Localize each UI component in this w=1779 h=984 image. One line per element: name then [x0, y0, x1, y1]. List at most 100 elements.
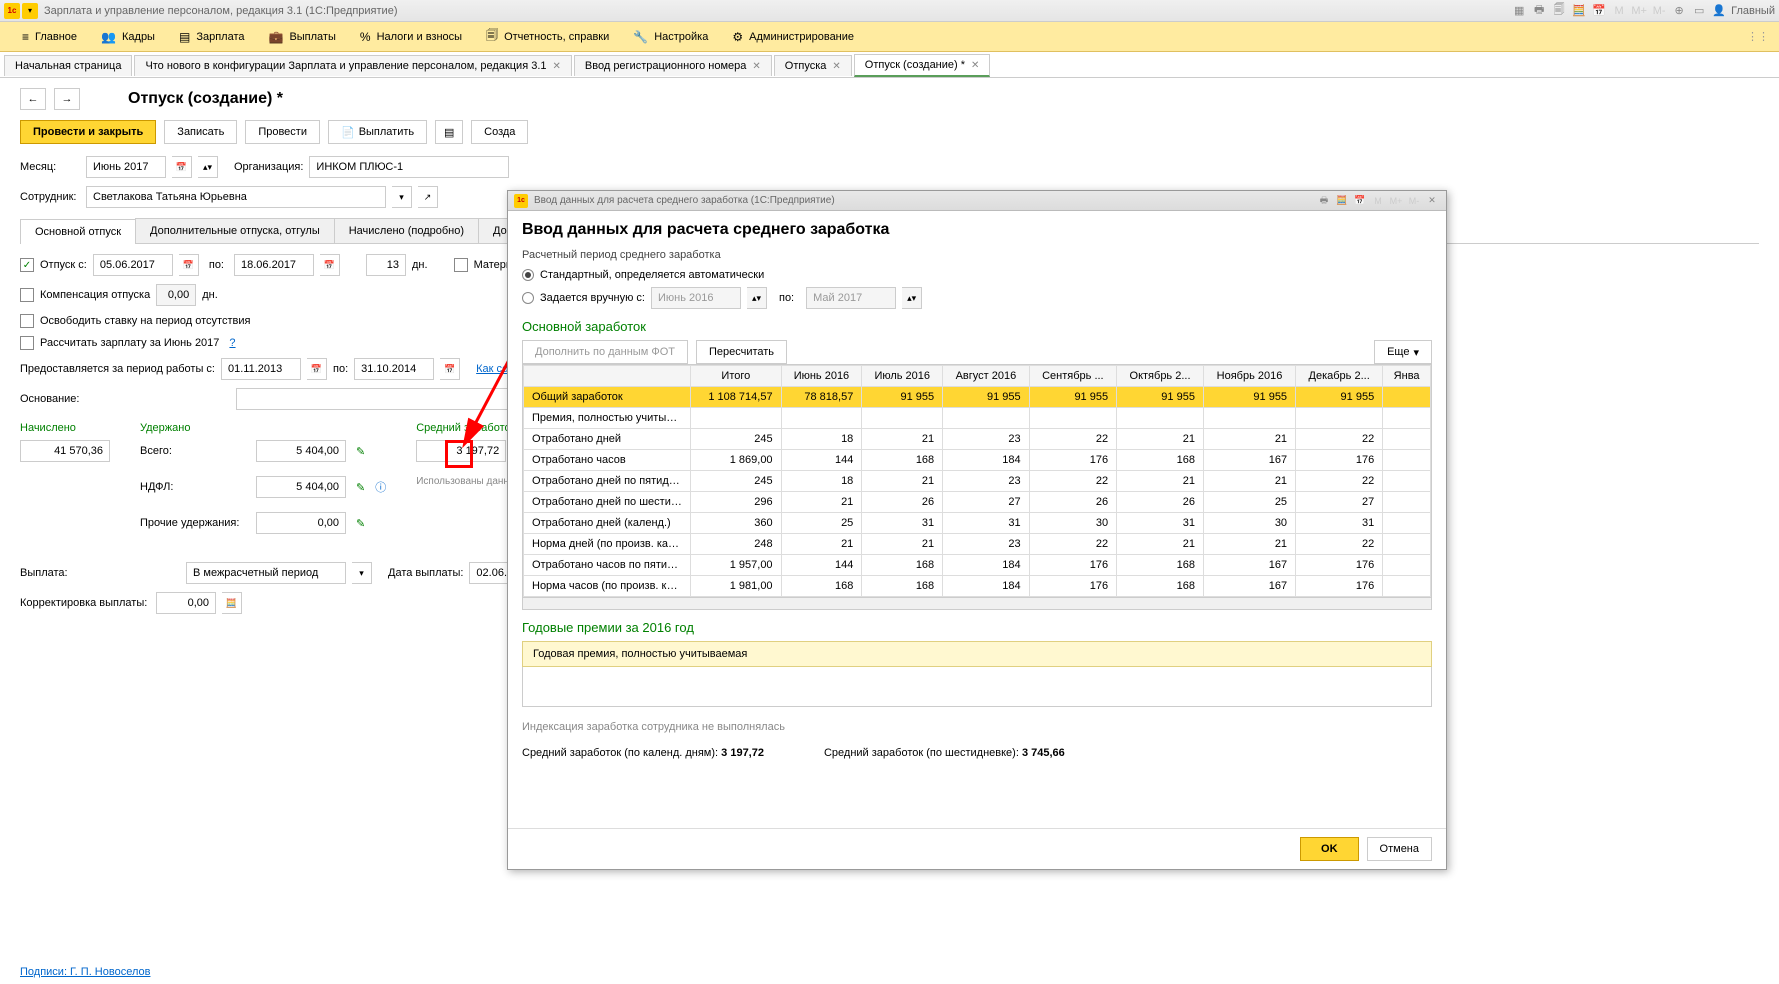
cell-value[interactable]: 21 [1203, 534, 1295, 555]
radio-auto[interactable] [522, 269, 534, 281]
cell-value[interactable]: 26 [1117, 492, 1204, 513]
toolbar-icon[interactable]: ▦ [1511, 3, 1527, 19]
inner-tab[interactable]: Дополнительные отпуска, отгулы [135, 218, 335, 243]
calendar-icon[interactable]: 📅 [1352, 194, 1368, 208]
m-icon[interactable]: M [1370, 194, 1386, 208]
cell-value[interactable]: 360 [691, 513, 781, 534]
toolbar-icon[interactable]: ⊕ [1671, 3, 1687, 19]
toolbar-icon[interactable]: 📅 [1591, 3, 1607, 19]
cell-value[interactable]: 21 [862, 471, 943, 492]
table-header[interactable]: Июнь 2016 [781, 366, 862, 387]
cell-value[interactable] [1383, 555, 1431, 576]
material-help-checkbox[interactable] [454, 258, 468, 272]
table-row[interactable]: Отработано дней24518212322212122 [524, 429, 1431, 450]
cell-value[interactable]: 21 [1203, 429, 1295, 450]
month-input[interactable] [86, 156, 166, 178]
toolbar-icon[interactable]: ▭ [1691, 3, 1707, 19]
cell-value[interactable]: 168 [781, 576, 862, 597]
pay-button[interactable]: 📄 Выплатить [328, 120, 427, 144]
post-and-close-button[interactable]: Провести и закрыть [20, 120, 156, 144]
cell-value[interactable] [1383, 429, 1431, 450]
cell-value[interactable]: 31 [943, 513, 1029, 534]
earnings-table[interactable]: ИтогоИюнь 2016Июль 2016Август 2016Сентяб… [523, 365, 1431, 597]
cell-value[interactable]: 168 [862, 555, 943, 576]
calc-icon[interactable]: 🧮 [222, 592, 242, 614]
cell-value[interactable]: 26 [1029, 492, 1116, 513]
cell-value[interactable]: 21 [1117, 471, 1204, 492]
cell-value[interactable]: 25 [781, 513, 862, 534]
nav-forward-button[interactable]: → [54, 88, 80, 110]
period-from-input[interactable] [221, 358, 301, 380]
cell-value[interactable] [1383, 471, 1431, 492]
main-menu-item[interactable]: 💼Выплаты [256, 22, 347, 51]
cell-value[interactable]: 30 [1203, 513, 1295, 534]
print-icon[interactable]: 🖶 [1316, 194, 1332, 208]
cell-value[interactable]: 176 [1296, 555, 1383, 576]
calendar-icon[interactable]: 📅 [307, 358, 327, 380]
table-header[interactable] [524, 366, 691, 387]
cell-value[interactable]: 26 [862, 492, 943, 513]
pencil-icon[interactable]: ✎ [356, 481, 365, 494]
document-tab[interactable]: Отпуск (создание) *✕ [854, 54, 991, 77]
payment-select[interactable] [186, 562, 346, 584]
cell-value[interactable] [1383, 576, 1431, 597]
table-row[interactable]: Норма часов (по произв. кал...1 981,0016… [524, 576, 1431, 597]
cell-value[interactable]: 245 [691, 429, 781, 450]
cell-value[interactable]: 176 [1029, 555, 1116, 576]
cell-value[interactable] [943, 408, 1029, 429]
horizontal-scrollbar[interactable] [522, 598, 1432, 610]
cell-value[interactable]: 1 869,00 [691, 450, 781, 471]
cell-value[interactable] [1383, 513, 1431, 534]
cell-value[interactable]: 21 [1117, 429, 1204, 450]
cell-value[interactable]: 31 [862, 513, 943, 534]
cell-value[interactable]: 1 957,00 [691, 555, 781, 576]
cell-value[interactable]: 21 [862, 429, 943, 450]
calendar-icon[interactable]: 📅 [320, 254, 340, 276]
period-to-input[interactable] [354, 358, 434, 380]
table-header[interactable]: Итого [691, 366, 781, 387]
cell-value[interactable]: 22 [1029, 429, 1116, 450]
nav-back-button[interactable]: ← [20, 88, 46, 110]
basis-input[interactable] [236, 388, 516, 410]
free-rate-checkbox[interactable] [20, 314, 34, 328]
month-spinner-icon[interactable]: ▴▾ [198, 156, 218, 178]
inner-tab[interactable]: Начислено (подробно) [334, 218, 479, 243]
cell-value[interactable]: 167 [1203, 450, 1295, 471]
cell-value[interactable]: 91 955 [943, 387, 1029, 408]
tab-close-icon[interactable]: ✕ [832, 61, 840, 72]
cell-value[interactable]: 27 [1296, 492, 1383, 513]
table-header[interactable]: Сентябрь ... [1029, 366, 1116, 387]
toolbar-icon[interactable]: M [1611, 3, 1627, 19]
cell-value[interactable] [1383, 387, 1431, 408]
employee-input[interactable] [86, 186, 386, 208]
toolbar-icon[interactable]: 🗐 [1551, 3, 1567, 19]
calendar-icon[interactable]: 📅 [440, 358, 460, 380]
cell-value[interactable]: 184 [943, 555, 1029, 576]
compensation-days-input[interactable] [156, 284, 196, 306]
cancel-button[interactable]: Отмена [1367, 837, 1432, 861]
cell-value[interactable]: 1 981,00 [691, 576, 781, 597]
cell-value[interactable]: 144 [781, 555, 862, 576]
document-tab[interactable]: Ввод регистрационного номера✕ [574, 55, 772, 76]
cell-value[interactable]: 21 [1117, 534, 1204, 555]
main-menu-item[interactable]: ≡Главное [10, 22, 89, 51]
signatures-link[interactable]: Подписи: Г. П. Новоселов [20, 966, 150, 978]
month-picker-icon[interactable]: 📅 [172, 156, 192, 178]
toolbar-icon[interactable]: M+ [1631, 3, 1647, 19]
cell-value[interactable]: 30 [1029, 513, 1116, 534]
cell-value[interactable]: 18 [781, 471, 862, 492]
mminus-icon[interactable]: M- [1406, 194, 1422, 208]
main-menu-item[interactable]: ▤Зарплата [167, 22, 257, 51]
vacation-to-input[interactable] [234, 254, 314, 276]
ndfl-input[interactable] [256, 476, 346, 498]
main-menu-item[interactable]: 🗐Отчетность, справки [474, 22, 621, 51]
total-input[interactable] [256, 440, 346, 462]
cell-value[interactable]: 168 [862, 450, 943, 471]
compensation-checkbox[interactable] [20, 288, 34, 302]
pencil-icon[interactable]: ✎ [356, 445, 365, 458]
inner-tab[interactable]: Основной отпуск [20, 219, 136, 244]
help-icon[interactable]: ? [229, 337, 235, 349]
save-button[interactable]: Записать [164, 120, 237, 144]
vacation-checkbox[interactable] [20, 258, 34, 272]
table-header[interactable]: Октябрь 2... [1117, 366, 1204, 387]
